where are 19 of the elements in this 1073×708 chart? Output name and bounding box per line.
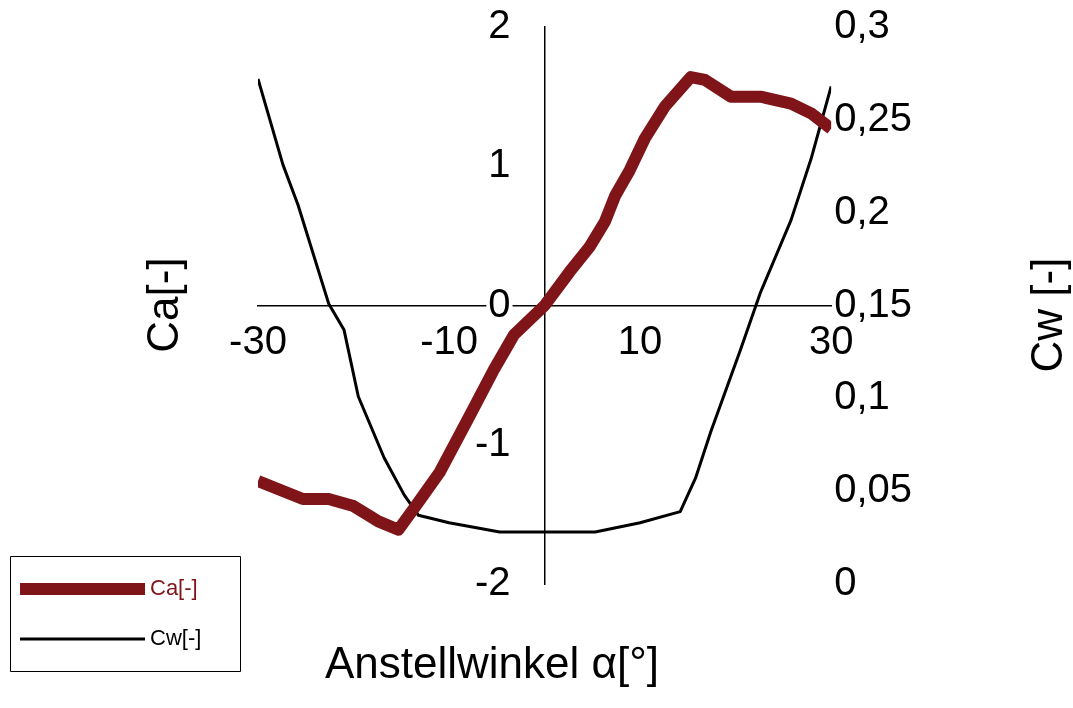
x-tick-label: -10 xyxy=(420,317,478,362)
x-tick-label: 10 xyxy=(617,317,663,362)
text: Ca[-] xyxy=(150,575,198,601)
y-tick-label: -2 xyxy=(475,559,511,604)
y2-tick-label: 0,2 xyxy=(834,187,890,232)
y-axis-title: Ca[-] xyxy=(137,257,188,353)
y-tick-label: -1 xyxy=(475,419,511,464)
y2-tick-label: 0,05 xyxy=(834,466,913,511)
y2-tick-label: 0,1 xyxy=(834,373,890,418)
y2-tick-label: 0,25 xyxy=(834,94,913,139)
y2-tick-label: 0,3 xyxy=(834,2,890,47)
y-tick-label: 1 xyxy=(488,141,511,186)
y2-axis-title: Cw [-] xyxy=(1022,257,1073,373)
x-tick-label: -30 xyxy=(229,317,287,362)
y-tick-label: 2 xyxy=(488,2,511,47)
text: Cw[-] xyxy=(150,625,202,651)
y2-tick-label: 0 xyxy=(834,559,857,604)
y-tick-label: 0 xyxy=(488,280,511,325)
x-axis-title: Anstellwinkel α[°] xyxy=(325,638,660,688)
